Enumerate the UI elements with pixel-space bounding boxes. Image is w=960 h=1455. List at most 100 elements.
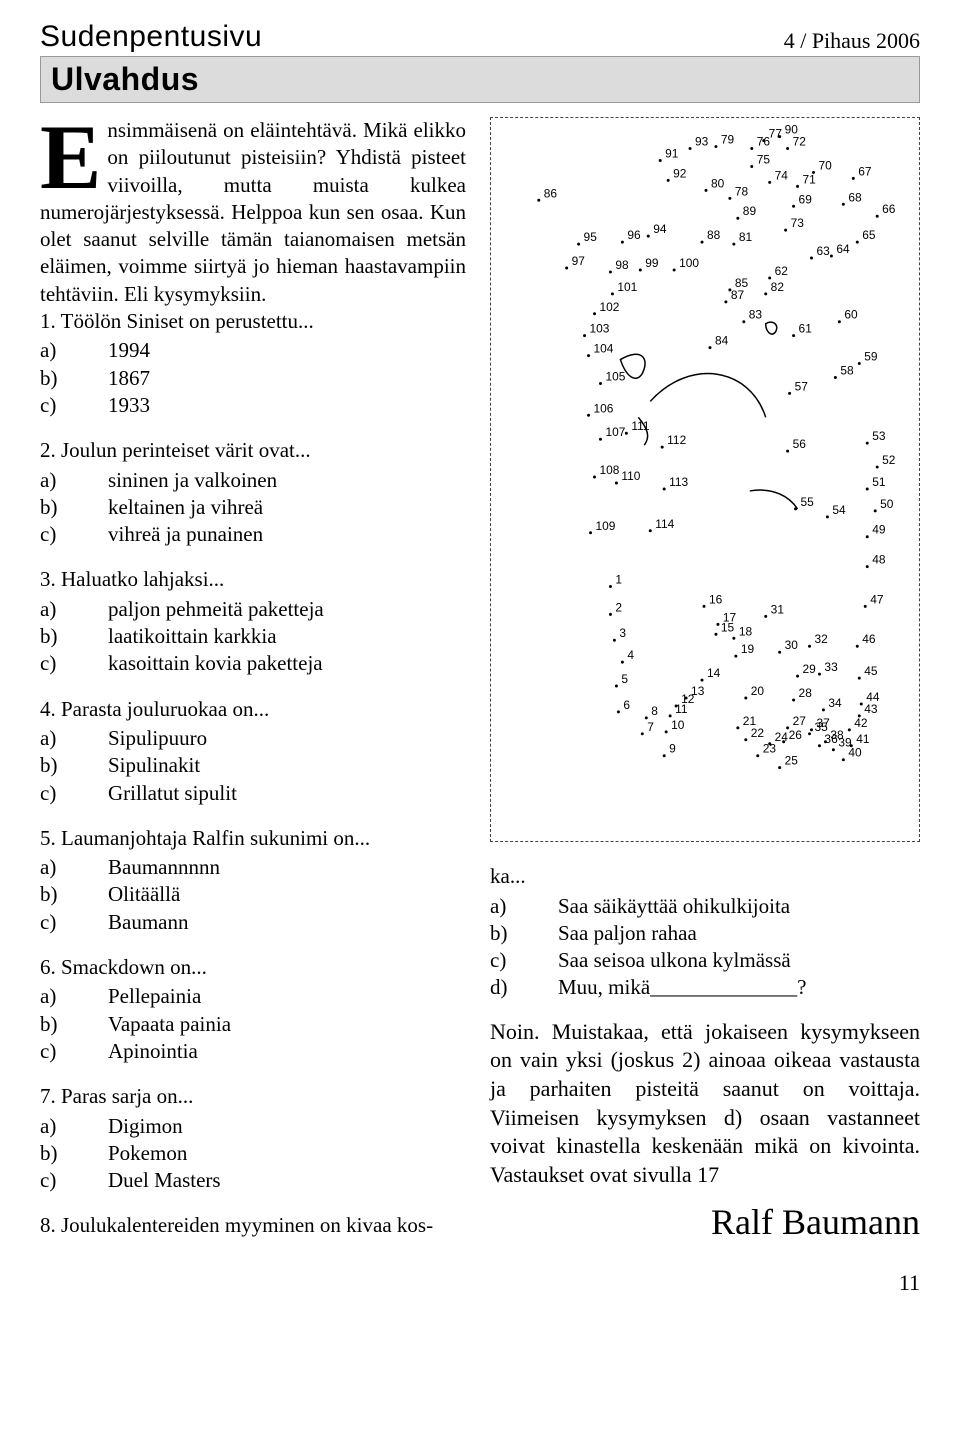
option-text: Pellepainia: [108, 983, 201, 1010]
option-letter: c): [40, 909, 108, 936]
option-text: kasoittain kovia paketteja: [108, 650, 323, 677]
option-letter: b): [40, 752, 108, 779]
svg-text:7: 7: [647, 720, 654, 734]
svg-text:57: 57: [795, 379, 809, 393]
question-block: 4. Parasta jouluruokaa on...a)Sipulipuur…: [40, 696, 466, 807]
question-text: 4. Parasta jouluruokaa on...: [40, 696, 466, 723]
question-option: c)Saa seisoa ulkona kylmässä: [490, 947, 920, 974]
svg-text:113: 113: [669, 475, 688, 489]
dropcap-letter: E: [40, 117, 107, 195]
svg-text:94: 94: [653, 222, 667, 236]
svg-text:87: 87: [731, 288, 745, 302]
option-letter: d): [490, 974, 558, 1001]
svg-text:64: 64: [836, 242, 850, 256]
question-option: b)Sipulinakit: [40, 752, 466, 779]
svg-text:98: 98: [615, 258, 629, 272]
svg-text:28: 28: [799, 686, 813, 700]
option-letter: c): [40, 1038, 108, 1065]
question-option: b)1867: [40, 365, 466, 392]
option-letter: c): [40, 521, 108, 548]
option-text: Baumann: [108, 909, 188, 936]
svg-text:65: 65: [862, 228, 876, 242]
option-letter: c): [40, 780, 108, 807]
svg-text:51: 51: [872, 475, 886, 489]
question-option: a)Sipulipuuro: [40, 725, 466, 752]
option-text: Saa paljon rahaa: [558, 920, 697, 947]
svg-text:1: 1: [615, 573, 622, 587]
question-text: 2. Joulun perinteiset värit ovat...: [40, 437, 466, 464]
right-column: 1234567891011121314151617181920212223242…: [490, 117, 920, 1246]
option-letter: c): [40, 1167, 108, 1194]
option-letter: a): [40, 983, 108, 1010]
svg-text:109: 109: [596, 519, 616, 533]
svg-text:29: 29: [803, 662, 817, 676]
svg-text:53: 53: [872, 429, 886, 443]
svg-text:13: 13: [691, 684, 705, 698]
svg-text:30: 30: [785, 638, 799, 652]
question-option: b)laatikoittain karkkia: [40, 623, 466, 650]
option-text: Sipulipuuro: [108, 725, 207, 752]
svg-text:97: 97: [572, 254, 586, 268]
svg-text:72: 72: [793, 135, 807, 149]
question-block: 2. Joulun perinteiset värit ovat... a)sin…: [40, 437, 466, 548]
svg-text:5: 5: [621, 672, 628, 686]
question-block: 1. Töölön Siniset on perustettu...a)1994…: [40, 308, 466, 419]
svg-text:89: 89: [743, 204, 757, 218]
option-letter: b): [490, 920, 558, 947]
option-letter: c): [40, 392, 108, 419]
section-title: Sudenpentusivu: [40, 20, 262, 54]
question-text: 3. Haluatko lahjaksi...: [40, 566, 466, 593]
svg-text:81: 81: [739, 230, 753, 244]
svg-text:68: 68: [848, 190, 862, 204]
svg-text:56: 56: [793, 437, 807, 451]
svg-text:102: 102: [599, 300, 619, 314]
svg-text:63: 63: [816, 244, 830, 258]
title-bar: Ulvahdus: [40, 56, 920, 103]
svg-text:108: 108: [599, 463, 619, 477]
svg-text:78: 78: [735, 184, 749, 198]
svg-text:22: 22: [751, 726, 765, 740]
issue-label: 4 / Pihaus 2006: [784, 28, 920, 54]
svg-text:77: 77: [769, 127, 783, 141]
svg-text:112: 112: [667, 433, 686, 447]
svg-text:25: 25: [785, 754, 799, 768]
svg-text:95: 95: [584, 230, 598, 244]
option-letter: a): [40, 596, 108, 623]
option-text: Apinointia: [108, 1038, 198, 1065]
option-text: Muu, mikä______________?: [558, 974, 806, 1001]
svg-text:74: 74: [775, 168, 789, 182]
option-letter: b): [40, 623, 108, 650]
option-letter: b): [40, 494, 108, 521]
option-letter: a): [40, 467, 108, 494]
option-text: Vapaata painia: [108, 1011, 231, 1038]
svg-text:18: 18: [739, 624, 753, 638]
option-letter: b): [40, 365, 108, 392]
svg-text:52: 52: [882, 453, 896, 467]
svg-text:9: 9: [669, 742, 676, 756]
svg-text:26: 26: [789, 728, 803, 742]
option-letter: c): [490, 947, 558, 974]
question-text: 1. Töölön Siniset on perustettu...: [40, 308, 466, 335]
svg-text:37: 37: [816, 716, 830, 730]
svg-text:88: 88: [707, 228, 721, 242]
svg-text:91: 91: [665, 147, 679, 161]
question-option: a)Digimon: [40, 1113, 466, 1140]
option-text: paljon pehmeitä paketteja: [108, 596, 324, 623]
question-option: b)Vapaata painia: [40, 1011, 466, 1038]
option-letter: c): [40, 650, 108, 677]
svg-text:96: 96: [627, 228, 641, 242]
svg-text:110: 110: [621, 469, 640, 483]
option-text: sininen ja valkoinen: [108, 467, 277, 494]
question-option: a)sininen ja valkoinen: [40, 467, 466, 494]
question-option: b)Saa paljon rahaa: [490, 920, 920, 947]
svg-text:101: 101: [617, 280, 637, 294]
svg-text:42: 42: [854, 716, 868, 730]
question-option: a)Baumannnnn: [40, 854, 466, 881]
option-letter: a): [40, 337, 108, 364]
signature: Ralf Baumann: [490, 1199, 920, 1246]
svg-text:47: 47: [870, 592, 884, 606]
svg-text:92: 92: [673, 166, 687, 180]
question-text: 7. Paras sarja on...: [40, 1083, 466, 1110]
option-text: Grillatut sipulit: [108, 780, 237, 807]
option-text: Duel Masters: [108, 1167, 221, 1194]
